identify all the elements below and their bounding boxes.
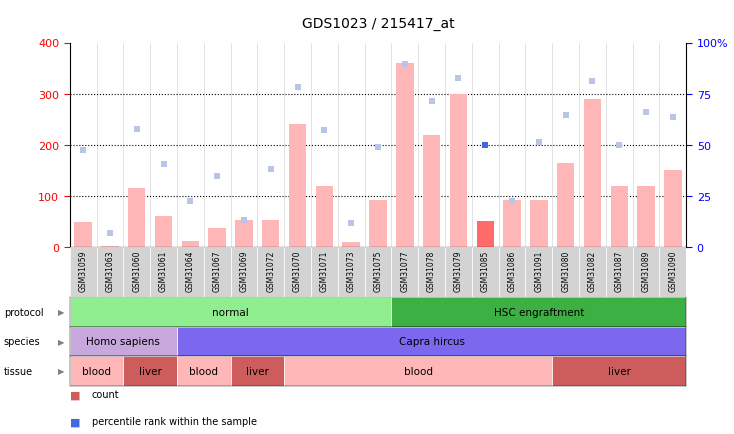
Text: blood: blood [189, 366, 218, 376]
Text: ▶: ▶ [58, 337, 64, 346]
Text: GSM31073: GSM31073 [346, 250, 356, 291]
Bar [606, 247, 633, 297]
Bar [289, 125, 306, 247]
Bar [311, 247, 338, 297]
Bar [74, 223, 92, 247]
Bar [262, 221, 280, 247]
Text: liver: liver [608, 366, 631, 376]
Bar [97, 247, 123, 297]
Bar [423, 135, 440, 247]
Bar [504, 201, 520, 247]
Text: GSM31077: GSM31077 [400, 250, 410, 291]
Bar [530, 201, 548, 247]
Bar [181, 241, 199, 247]
Text: GSM31071: GSM31071 [320, 250, 329, 291]
Bar [284, 356, 552, 386]
Bar [284, 247, 311, 297]
Bar [664, 171, 682, 247]
Bar [445, 247, 472, 297]
Text: tissue: tissue [4, 366, 33, 376]
Text: GSM31063: GSM31063 [106, 250, 115, 291]
Bar [552, 356, 686, 386]
Bar [70, 327, 177, 356]
Bar [338, 247, 365, 297]
Text: GSM31086: GSM31086 [507, 250, 517, 291]
Text: GSM31087: GSM31087 [615, 250, 624, 291]
Text: GSM31089: GSM31089 [642, 250, 650, 291]
Bar [659, 247, 686, 297]
Bar [70, 356, 123, 386]
Text: blood: blood [82, 366, 111, 376]
Bar [579, 247, 606, 297]
Text: GSM31090: GSM31090 [669, 250, 677, 291]
Text: protocol: protocol [4, 307, 43, 317]
Text: GSM31059: GSM31059 [79, 250, 87, 291]
Bar [208, 228, 226, 247]
Text: count: count [92, 390, 120, 399]
Bar [258, 247, 284, 297]
Text: GSM31072: GSM31072 [266, 250, 275, 291]
Bar [204, 247, 230, 297]
Bar [155, 217, 172, 247]
Bar [230, 356, 284, 386]
Bar [498, 247, 526, 297]
Bar [633, 247, 659, 297]
Text: GSM31070: GSM31070 [293, 250, 302, 291]
Bar [177, 247, 204, 297]
Bar [418, 247, 445, 297]
Bar [236, 221, 252, 247]
Text: ■: ■ [70, 390, 80, 399]
Text: liver: liver [246, 366, 269, 376]
Bar [365, 247, 391, 297]
Text: blood: blood [404, 366, 433, 376]
Text: GSM31085: GSM31085 [481, 250, 490, 291]
Text: GSM31079: GSM31079 [454, 250, 463, 291]
Bar [552, 247, 579, 297]
Bar [177, 327, 686, 356]
Bar [611, 186, 628, 247]
Text: GSM31069: GSM31069 [239, 250, 249, 291]
Text: GSM31060: GSM31060 [132, 250, 141, 291]
Text: ▶: ▶ [58, 367, 64, 375]
Bar [526, 247, 552, 297]
Text: Homo sapiens: Homo sapiens [87, 337, 160, 346]
Text: GSM31064: GSM31064 [186, 250, 195, 291]
Text: liver: liver [139, 366, 161, 376]
Text: GSM31075: GSM31075 [374, 250, 382, 291]
Bar [396, 64, 413, 247]
Bar [230, 247, 258, 297]
Bar [391, 247, 418, 297]
Text: normal: normal [212, 307, 249, 317]
Text: GSM31082: GSM31082 [588, 250, 597, 291]
Bar [584, 99, 601, 247]
Text: GSM31078: GSM31078 [427, 250, 436, 291]
Bar [450, 95, 467, 247]
Text: HSC engraftment: HSC engraftment [494, 307, 584, 317]
Text: species: species [4, 337, 40, 346]
Text: GDS1023 / 215417_at: GDS1023 / 215417_at [302, 17, 454, 31]
Bar [123, 356, 177, 386]
Text: GSM31091: GSM31091 [534, 250, 543, 291]
Text: Capra hircus: Capra hircus [399, 337, 465, 346]
Bar [150, 247, 177, 297]
Bar [343, 242, 360, 247]
Bar [476, 222, 494, 247]
Bar [177, 356, 230, 386]
Text: ▶: ▶ [58, 308, 64, 316]
Bar [369, 201, 387, 247]
Bar [316, 186, 333, 247]
Bar [637, 186, 655, 247]
Text: percentile rank within the sample: percentile rank within the sample [92, 417, 257, 426]
Bar [391, 297, 686, 327]
Bar [123, 247, 150, 297]
Text: GSM31067: GSM31067 [213, 250, 222, 291]
Text: GSM31061: GSM31061 [159, 250, 168, 291]
Bar [128, 189, 145, 247]
Bar [472, 247, 498, 297]
Bar [70, 297, 391, 327]
Bar [70, 247, 97, 297]
Bar [557, 163, 575, 247]
Text: GSM31080: GSM31080 [562, 250, 570, 291]
Text: ■: ■ [70, 417, 80, 426]
